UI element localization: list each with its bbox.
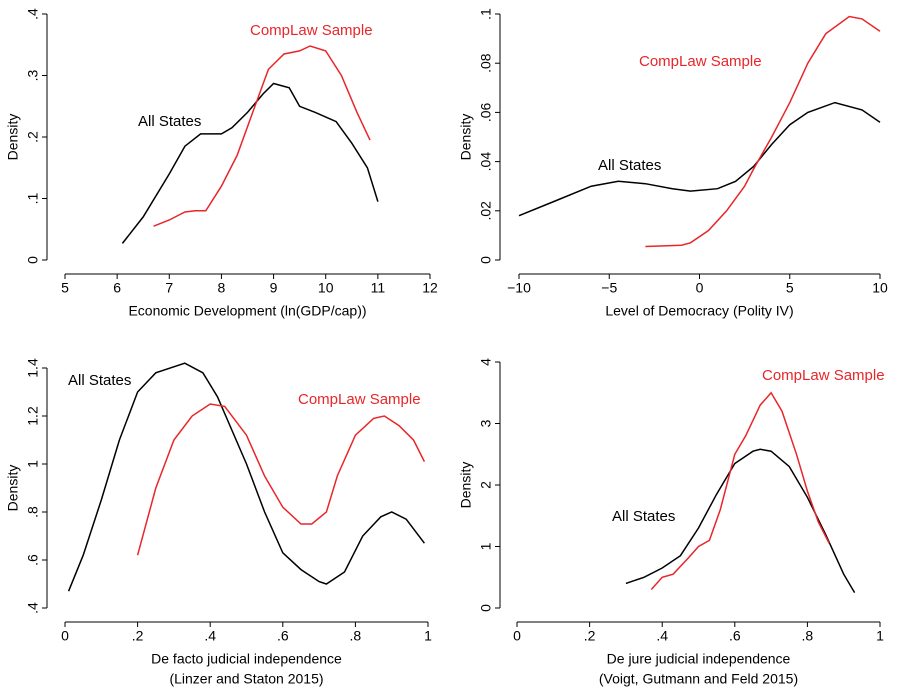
y-tick-label: 2 xyxy=(478,481,494,489)
density-line xyxy=(518,101,881,217)
y-tick-label: 1.4 xyxy=(25,358,41,378)
x-tick-label: .2 xyxy=(584,628,596,644)
y-tick-label: .08 xyxy=(478,53,494,73)
x-tick-label: 9 xyxy=(270,280,278,296)
x-tick-label: 8 xyxy=(218,280,226,296)
y-axis-title: Density xyxy=(5,114,21,161)
density-line xyxy=(625,448,856,593)
y-tick-label: .6 xyxy=(25,554,41,566)
x-tick-label: −10 xyxy=(507,280,531,296)
x-tick-label: .4 xyxy=(656,628,668,644)
y-tick-label: 0 xyxy=(478,604,494,612)
y-tick-label: .4 xyxy=(25,8,41,20)
x-tick-label: 0 xyxy=(513,628,521,644)
y-tick-label: 1 xyxy=(25,460,41,468)
y-tick-label: 1 xyxy=(478,542,494,550)
y-tick-label: .1 xyxy=(25,192,41,204)
x-tick-label: 11 xyxy=(371,280,386,296)
density-line xyxy=(153,45,371,227)
series-label: All States xyxy=(612,508,675,525)
x-axis-title: Economic Development (ln(GDP/cap)) xyxy=(128,303,366,319)
y-tick-label: .1 xyxy=(478,8,494,20)
series-label: All States xyxy=(598,157,661,174)
x-tick-label: 0 xyxy=(61,628,69,644)
x-tick-label: 0 xyxy=(696,280,704,296)
density-line xyxy=(67,362,425,592)
x-tick-label: 7 xyxy=(165,280,173,296)
x-tick-label: .4 xyxy=(204,628,216,644)
y-tick-label: 1.2 xyxy=(25,406,41,426)
y-tick-label: .06 xyxy=(478,102,494,122)
x-tick-label: 1 xyxy=(424,628,432,644)
y-axis-title: Density xyxy=(458,114,474,161)
x-tick-label: .6 xyxy=(729,628,741,644)
x-tick-label: .8 xyxy=(350,628,362,644)
x-tick-label: .8 xyxy=(802,628,814,644)
series-label: CompLaw Sample xyxy=(762,367,885,384)
density-line xyxy=(645,15,881,248)
series-label: CompLaw Sample xyxy=(298,391,421,408)
y-axis-title: Density xyxy=(5,465,21,512)
x-tick-label: 12 xyxy=(422,280,438,296)
series-label: CompLaw Sample xyxy=(639,53,762,70)
x-axis-title: De facto judicial independence xyxy=(151,651,342,667)
x-tick-label: .2 xyxy=(132,628,144,644)
x-tick-label: 10 xyxy=(872,280,888,296)
x-axis-title: (Voigt, Gutmann and Feld 2015) xyxy=(599,671,798,687)
y-tick-label: 4 xyxy=(478,358,494,366)
series-label: All States xyxy=(68,372,131,389)
y-tick-label: .4 xyxy=(25,602,41,614)
x-tick-label: 1 xyxy=(876,628,884,644)
y-tick-label: 3 xyxy=(478,419,494,427)
x-tick-label: 10 xyxy=(318,280,334,296)
y-tick-label: .2 xyxy=(25,131,41,143)
density-line xyxy=(136,403,426,556)
series-label: CompLaw Sample xyxy=(250,22,373,39)
density-line xyxy=(650,391,830,590)
series-label: All States xyxy=(138,113,201,130)
x-tick-label: 6 xyxy=(113,280,121,296)
x-tick-label: 5 xyxy=(61,280,69,296)
y-tick-label: .02 xyxy=(478,201,494,221)
x-tick-label: .6 xyxy=(277,628,289,644)
x-axis-title: (Linzer and Staton 2015) xyxy=(169,671,323,687)
density-line xyxy=(121,82,379,244)
x-tick-label: 5 xyxy=(786,280,794,296)
y-tick-label: 0 xyxy=(25,256,41,264)
y-tick-label: 0 xyxy=(478,256,494,264)
x-axis-title: De jure judicial independence xyxy=(607,651,791,667)
y-tick-label: .3 xyxy=(25,69,41,81)
x-axis-title: Level of Democracy (Polity IV) xyxy=(605,303,793,319)
y-axis-title: Density xyxy=(458,462,474,509)
y-tick-label: .04 xyxy=(478,152,494,172)
x-tick-label: −5 xyxy=(601,280,617,296)
y-tick-label: .8 xyxy=(25,506,41,518)
